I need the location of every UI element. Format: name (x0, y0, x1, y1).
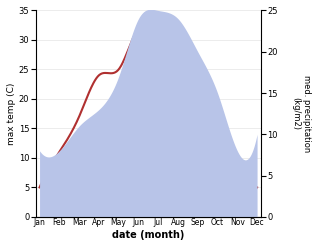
Y-axis label: max temp (C): max temp (C) (7, 82, 16, 145)
Y-axis label: med. precipitation
(kg/m2): med. precipitation (kg/m2) (292, 75, 311, 152)
X-axis label: date (month): date (month) (112, 230, 184, 240)
